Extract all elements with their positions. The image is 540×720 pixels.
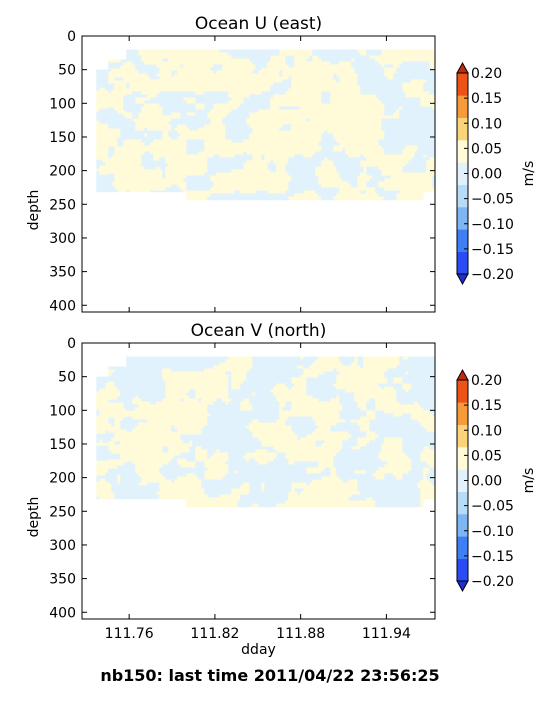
ytick-label: 150 [49,130,76,146]
ytick-label: 150 [49,437,76,453]
colorbar-segment [457,162,468,185]
figure-footer-title: nb150: last time 2011/04/22 23:56:25 [100,666,440,685]
colorbar-tick-label: 0.15 [471,91,502,107]
ytick-label: 300 [49,538,76,554]
colorbar-tick-label: 0.05 [471,448,502,464]
colorbar-segment [457,380,468,403]
colorbar-tick-label: 0.00 [471,167,502,183]
colorbar-segment [457,117,468,141]
axes-frame [81,35,436,313]
ytick-label: 250 [49,504,76,520]
ytick-label: 250 [49,197,76,213]
colorbar-tick-label: 0.20 [471,373,502,389]
ytick-label: 350 [49,265,76,281]
ytick-label: 50 [58,370,76,386]
xlabel: dday [241,642,276,658]
xtick-label: 111.94 [362,626,411,642]
colorbar-tick-label: −0.20 [471,574,514,590]
colorbar-tick-label: −0.10 [471,217,514,233]
colorbar-segment [457,207,468,230]
ytick-label: 200 [49,471,76,487]
colorbar-tick-label: 0.05 [471,141,502,157]
colorbar-tick-label: 0.15 [471,398,502,414]
ytick-label: 400 [49,298,76,314]
xtick-label: 111.76 [105,626,154,642]
colorbar-label: m/s [521,161,537,187]
ytick-label: 50 [58,63,76,79]
ytick-label: 400 [49,605,76,621]
colorbar-tick-label: 0.00 [471,474,502,490]
subplot-1: 0 50 100 150 200 250 300 350 400 Ocean U (east) de… [26,14,537,314]
colorbar-label: m/s [521,468,537,494]
xtick-label: 111.88 [276,626,325,642]
colorbar-tick-label: 0.10 [471,423,502,439]
colorbar-segment [457,447,468,470]
colorbar-extend-over [456,61,469,74]
subplot-title: Ocean V (north) [191,321,327,341]
colorbar-extend-under [456,273,469,286]
colorbar-extend-over [456,368,469,381]
colorbar-segment [457,251,468,275]
colorbar-segment [457,558,468,582]
colorbar-extend-under [456,580,469,593]
contour-field [96,49,435,201]
colorbar-segment [457,140,468,163]
colorbar-tick-label: −0.05 [471,499,514,515]
axes-frame [81,342,436,620]
ytick-label: 100 [49,96,76,112]
colorbar-segment [457,402,468,425]
colorbar: −0.20 −0.15 −0.10 −0.05 0.00 0.05 0.10 0.15 0.20… [456,368,537,593]
colorbar-segment [457,469,468,492]
subplot-2: 0 50 100 150 200 250 300 350 400 111.76 111.82 111.… [26,321,537,658]
colorbar-tick-label: 0.10 [471,116,502,132]
colorbar-segment [457,229,468,252]
colorbar-segment [457,424,468,448]
colorbar-tick-label: −0.10 [471,524,514,540]
colorbar-tick-label: −0.05 [471,192,514,208]
colorbar-segment [457,514,468,537]
ylabel: depth [26,497,42,538]
colorbar-segment [457,536,468,559]
colorbar-tick-label: 0.20 [471,66,502,82]
ytick-label: 200 [49,164,76,180]
ytick-label: 100 [49,403,76,419]
ytick-label: 0 [67,29,76,45]
colorbar-segment [457,491,468,515]
colorbar-segment [457,95,468,118]
colorbar-tick-label: −0.15 [471,242,514,258]
subplot-title: Ocean U (east) [195,14,322,34]
ylabel: depth [26,190,42,231]
colorbar-segment [457,184,468,208]
xtick-label: 111.82 [190,626,239,642]
ytick-label: 300 [49,231,76,247]
ytick-label: 0 [67,336,76,352]
colorbar-tick-label: −0.20 [471,267,514,283]
colorbar: −0.20 −0.15 −0.10 −0.05 0.00 0.05 0.10 0.15 0.20… [456,61,537,286]
ytick-label: 350 [49,572,76,588]
colorbar-tick-label: −0.15 [471,549,514,565]
contour-field [96,356,435,508]
colorbar-segment [457,73,468,96]
